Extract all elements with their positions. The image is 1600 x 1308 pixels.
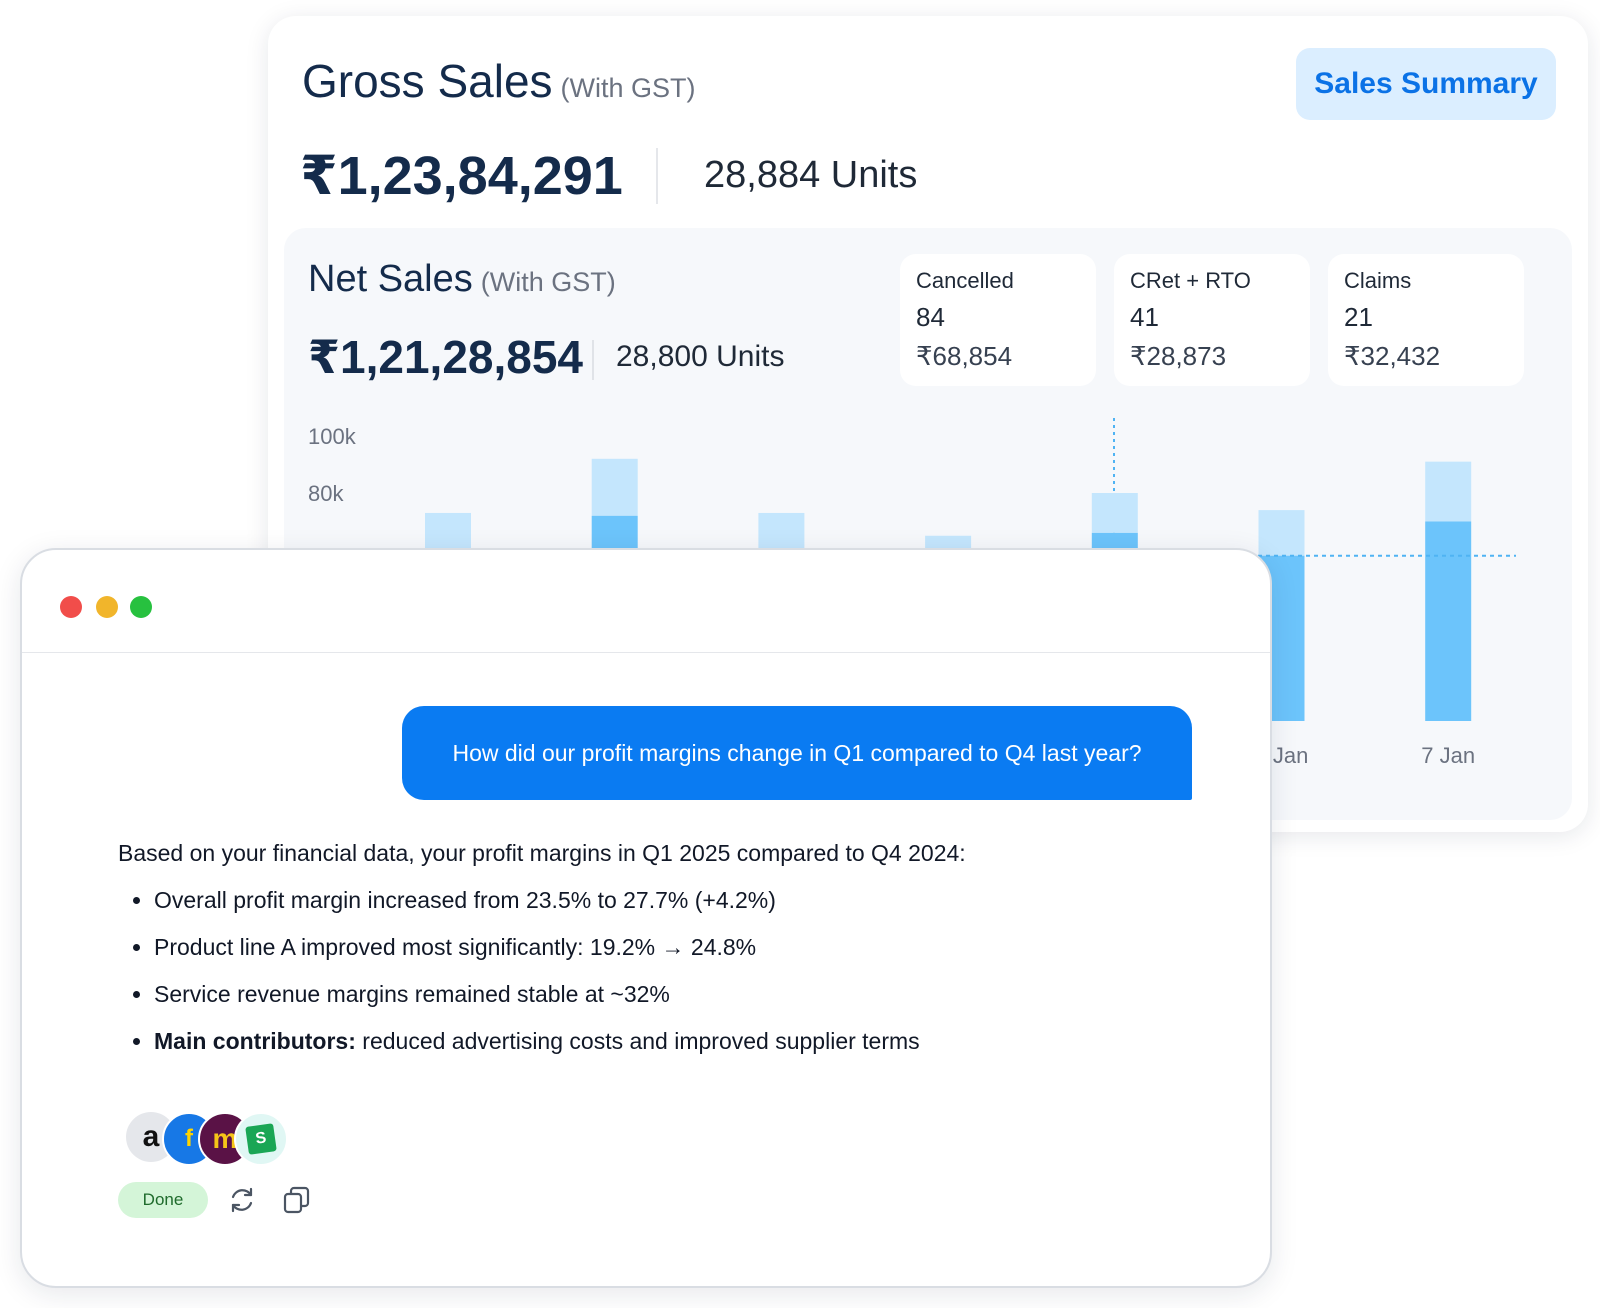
x-tick-label: 7 Jan — [1421, 743, 1475, 768]
divider — [656, 148, 658, 204]
stat-card-claims[interactable]: Claims 21 ₹32,432 — [1328, 254, 1524, 386]
assistant-answer: Based on your financial data, your profi… — [118, 840, 1198, 1073]
net-sales-title: Net Sales (With GST) — [308, 258, 616, 301]
net-sales-units: 28,800 Units — [616, 340, 785, 373]
net-sales-amount: ₹1,21,28,854 — [308, 331, 584, 383]
gross-sales-title: Gross Sales (With GST) — [302, 54, 696, 108]
copy-button[interactable] — [278, 1182, 314, 1218]
maximize-window-button[interactable] — [130, 596, 152, 618]
shopify-logo: S — [234, 1112, 288, 1166]
stat-amount: ₹28,873 — [1130, 341, 1227, 371]
stat-card-cret-rto[interactable]: CRet + RTO 41 ₹28,873 — [1114, 254, 1310, 386]
sales-summary-button[interactable]: Sales Summary — [1296, 48, 1556, 120]
bar-returns-segment — [1425, 461, 1472, 522]
divider — [592, 340, 594, 380]
status-badge: Done — [118, 1182, 208, 1218]
y-tick-label: 100k — [308, 424, 357, 449]
regenerate-button[interactable] — [224, 1182, 260, 1218]
gross-sales-subtitle: (With GST) — [560, 73, 696, 103]
stat-count: 84 — [916, 302, 945, 332]
net-sales-label: Net Sales — [308, 258, 473, 300]
refresh-icon — [231, 1187, 253, 1213]
minimize-window-button[interactable] — [96, 596, 118, 618]
window-titlebar — [22, 550, 1270, 653]
gross-sales-amount: ₹1,23,84,291 — [300, 146, 623, 206]
meesho-logo-glyph: m — [212, 1123, 238, 1154]
stat-count: 41 — [1130, 302, 1159, 332]
stat-label: CRet + RTO — [1130, 268, 1251, 293]
stat-label: Claims — [1344, 268, 1412, 293]
bar-returns-segment — [1091, 493, 1138, 533]
amazon-logo-glyph: a — [142, 1120, 160, 1153]
net-sales-subtitle: (With GST) — [480, 267, 616, 297]
y-tick-label: 80k — [308, 481, 344, 506]
answer-bullet: Main contributors: reduced advertising c… — [154, 1026, 1198, 1056]
copy-icon — [283, 1186, 310, 1214]
answer-bullet: Product line A improved most significant… — [154, 932, 1198, 962]
bar-returns-segment — [758, 512, 805, 550]
stat-amount: ₹68,854 — [916, 341, 1013, 371]
marketplace-logos: a f m S — [126, 1112, 306, 1166]
bar-returns-segment — [1258, 510, 1305, 556]
answer-intro: Based on your financial data, your profi… — [118, 840, 966, 866]
stat-label: Cancelled — [916, 268, 1014, 293]
bullet-text: reduced advertising costs and improved s… — [355, 1028, 920, 1054]
bar-net-segment — [1425, 521, 1472, 721]
flipkart-logo-glyph: f — [185, 1125, 193, 1152]
gross-sales-units: 28,884 Units — [704, 154, 918, 196]
answer-bullet-list: Overall profit margin increased from 23.… — [118, 885, 1198, 1056]
bar-returns-segment — [425, 512, 471, 550]
answer-bullet: Service revenue margins remained stable … — [154, 979, 1198, 1009]
user-message-bubble: How did our profit margins change in Q1 … — [402, 706, 1192, 800]
bullet-bold-label: Main contributors: — [154, 1028, 356, 1054]
bar-returns-segment — [591, 458, 638, 516]
shopify-logo-glyph: S — [245, 1123, 277, 1155]
stat-count: 21 — [1344, 302, 1373, 332]
stat-amount: ₹32,432 — [1344, 341, 1441, 371]
close-window-button[interactable] — [60, 596, 82, 618]
gross-sales-label: Gross Sales — [302, 55, 553, 107]
chat-window: How did our profit margins change in Q1 … — [20, 548, 1272, 1288]
answer-bullet: Overall profit margin increased from 23.… — [154, 885, 1198, 915]
stat-card-cancelled[interactable]: Cancelled 84 ₹68,854 — [900, 254, 1096, 386]
